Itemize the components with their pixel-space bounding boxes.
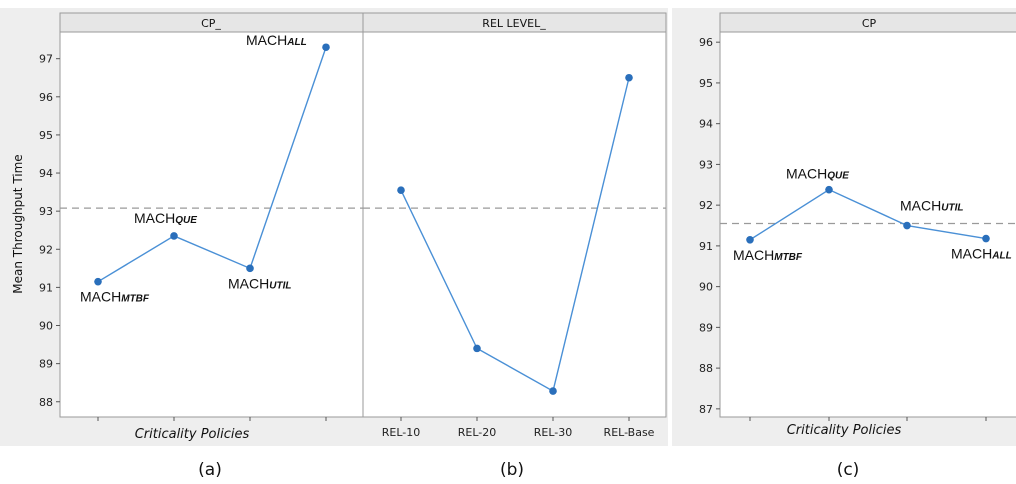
panel-b-header: REL LEVEL_ xyxy=(482,17,546,30)
point-label-subscript: ALL xyxy=(991,251,1011,262)
panel-c-point-1 xyxy=(746,235,754,244)
panel-c-plot-area xyxy=(719,31,1016,418)
panel-a-y-tick-label-96: 96 xyxy=(39,91,53,104)
panel-c-series-line xyxy=(749,188,987,241)
panel-c-y-tick-label-94: 94 xyxy=(699,118,713,131)
panel-a-y-tick-label-93: 93 xyxy=(39,205,53,218)
panel-a-y-tick-label-89: 89 xyxy=(39,358,53,371)
point-label-main: MACH xyxy=(228,275,269,291)
point-label-subscript: UTIL xyxy=(269,280,291,291)
panel-a-header: CP_ xyxy=(201,17,221,30)
panel-a-point-label-1: MACHMTBF xyxy=(80,289,150,305)
panel-a-point-label-2: MACHQUE xyxy=(134,210,197,226)
panel-a-point-4 xyxy=(322,43,330,52)
panel-c-point-3 xyxy=(903,221,911,230)
caption-b: (b) xyxy=(500,460,524,480)
panel-a-y-tick-label-95: 95 xyxy=(39,129,53,142)
point-label-main: MACH xyxy=(900,198,941,214)
point-label-subscript: ALL xyxy=(286,37,306,48)
panel-a-y-tick-label-94: 94 xyxy=(39,167,53,180)
y-axis-title: Mean Throughput Time xyxy=(11,154,25,293)
panel-b-x-tick-label-1: REL-10 xyxy=(382,426,421,439)
point-label-main: MACH xyxy=(134,210,175,226)
panel-c-y-tick-label-87: 87 xyxy=(699,403,713,416)
panel-b-series-line xyxy=(400,77,630,393)
panel-a-series-line xyxy=(97,47,327,283)
panel-b-x-tick-label-4: REL-Base xyxy=(604,426,655,439)
panel-c-point-2 xyxy=(825,185,833,194)
panel-c-marks: 87888990919293949596MACHMTBFMACHQUEMACHU… xyxy=(699,36,1016,421)
panel-b-point-1 xyxy=(397,186,405,194)
point-label-main: MACH xyxy=(80,289,121,305)
panel-c-point-label-4: MACHALL xyxy=(951,246,1012,262)
panel-a-point-3 xyxy=(246,264,254,273)
point-label-subscript: QUE xyxy=(827,171,849,182)
point-label-subscript: UTIL xyxy=(941,203,963,214)
panel-b-point-2 xyxy=(473,344,481,353)
point-label-main: MACH xyxy=(951,246,992,262)
panel-c-y-tick-label-95: 95 xyxy=(699,77,713,90)
panel-c-y-tick-label-90: 90 xyxy=(699,281,713,294)
panel-c-y-tick-label-88: 88 xyxy=(699,362,713,375)
panel-a-point-1 xyxy=(94,277,102,286)
panel-c-header: CP xyxy=(862,17,877,30)
panel-b-marks: REL-10 REL-20 REL-30 REL-Base xyxy=(363,73,666,439)
panel-a-point-2 xyxy=(170,232,178,240)
panel-c-y-tick-label-93: 93 xyxy=(699,158,713,171)
panel-a-point-label-3: MACHUTIL xyxy=(228,275,291,291)
panel-a-y-tick-label-92: 92 xyxy=(39,243,53,256)
panel-a-y-tick-label-90: 90 xyxy=(39,320,53,333)
panel-b-plot-area xyxy=(362,31,667,418)
panel-c-x-axis-title: Criticality Policies xyxy=(787,423,902,438)
panel-a-y-tick-label-91: 91 xyxy=(39,281,53,294)
panel-b-point-3 xyxy=(549,387,557,395)
panel-a-y-tick-label-88: 88 xyxy=(39,396,53,409)
panel-a-y-tick-label-97: 97 xyxy=(39,53,53,66)
point-label-subscript: MTBF xyxy=(121,294,150,305)
panel-c-point-label-3: MACHUTIL xyxy=(900,198,963,214)
panel-c-point-4 xyxy=(982,234,990,243)
panel-a-x-axis-title: Criticality Policies xyxy=(135,427,250,442)
panel-c-y-tick-label-96: 96 xyxy=(699,36,713,49)
point-label-subscript: QUE xyxy=(175,215,197,226)
panel-c-y-tick-label-89: 89 xyxy=(699,321,713,334)
panel-b-point-4 xyxy=(625,73,633,82)
point-label-main: MACH xyxy=(786,166,827,182)
panel-c-point-label-2: MACHQUE xyxy=(786,166,849,182)
panel-b-x-tick-label-3: REL-30 xyxy=(534,426,573,439)
caption-a: (a) xyxy=(198,460,222,480)
point-label-main: MACH xyxy=(246,32,287,48)
panel-a-point-label-4: MACHALL xyxy=(246,32,307,48)
panel-b-x-tick-label-2: REL-20 xyxy=(458,426,497,439)
panel-c-y-tick-label-92: 92 xyxy=(699,199,713,212)
point-label-subscript: MTBF xyxy=(774,252,803,263)
point-label-main: MACH xyxy=(733,247,774,263)
panel-a-plot-area xyxy=(59,31,364,418)
caption-c: (c) xyxy=(837,460,860,480)
panel-a-marks: 88899091929394959697MACHMTBFMACHQUEMACHU… xyxy=(39,32,363,421)
panel-c-point-label-1: MACHMTBF xyxy=(733,247,803,263)
panel-c-y-tick-label-91: 91 xyxy=(699,240,713,253)
